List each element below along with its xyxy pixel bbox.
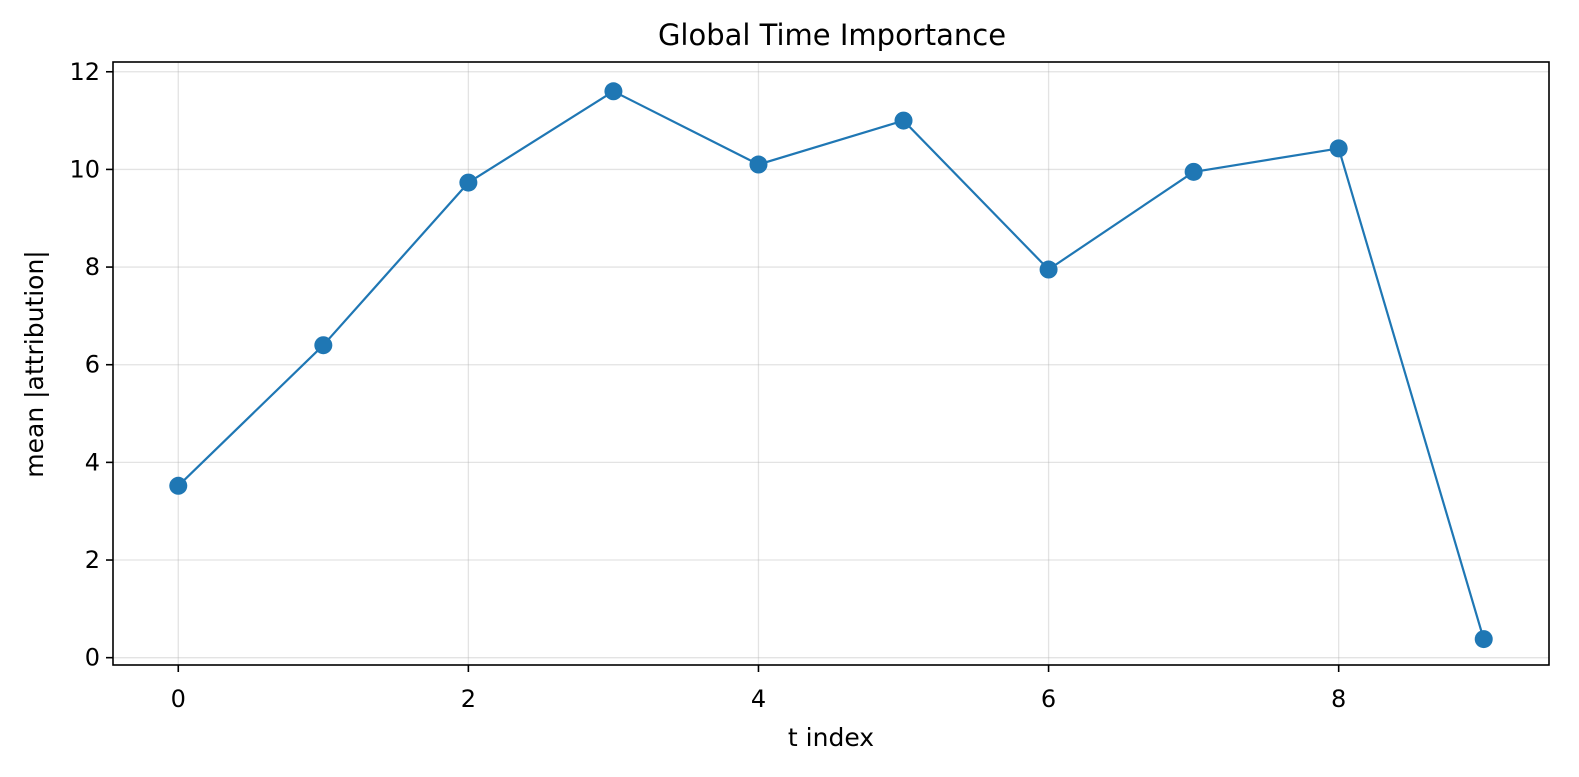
ticks: 0 2 4 6 8 0 2 4 6 8 10 12 bbox=[69, 58, 1346, 713]
y-axis-label: mean |attribution| bbox=[20, 250, 49, 477]
data-point bbox=[169, 476, 188, 495]
x-tick-label: 2 bbox=[461, 685, 476, 713]
chart-title: Global Time Importance bbox=[658, 18, 1006, 52]
data-point bbox=[459, 173, 478, 192]
series-layer bbox=[169, 82, 1493, 649]
x-axis-label: t index bbox=[788, 723, 874, 752]
plot-frame bbox=[112, 61, 1550, 666]
y-tick-label: 12 bbox=[69, 58, 100, 86]
y-tick-label: 2 bbox=[85, 546, 100, 574]
y-tick-label: 8 bbox=[85, 253, 100, 281]
x-tick-label: 0 bbox=[171, 685, 186, 713]
y-tick-label: 6 bbox=[85, 351, 100, 379]
data-point bbox=[749, 155, 768, 174]
data-point bbox=[604, 82, 623, 101]
data-point bbox=[894, 111, 913, 130]
grid bbox=[113, 62, 1549, 665]
y-tick-label: 4 bbox=[85, 448, 100, 476]
x-tick-label: 4 bbox=[751, 685, 766, 713]
data-point bbox=[1329, 139, 1348, 158]
x-tick-label: 6 bbox=[1041, 685, 1056, 713]
y-tick-label: 0 bbox=[85, 644, 100, 672]
data-point bbox=[1039, 260, 1058, 279]
data-point bbox=[314, 336, 333, 355]
y-tick-label: 10 bbox=[69, 155, 100, 183]
data-point bbox=[1474, 630, 1493, 649]
series-line bbox=[177, 90, 1485, 640]
data-point bbox=[1184, 162, 1203, 181]
x-tick-label: 8 bbox=[1331, 685, 1346, 713]
